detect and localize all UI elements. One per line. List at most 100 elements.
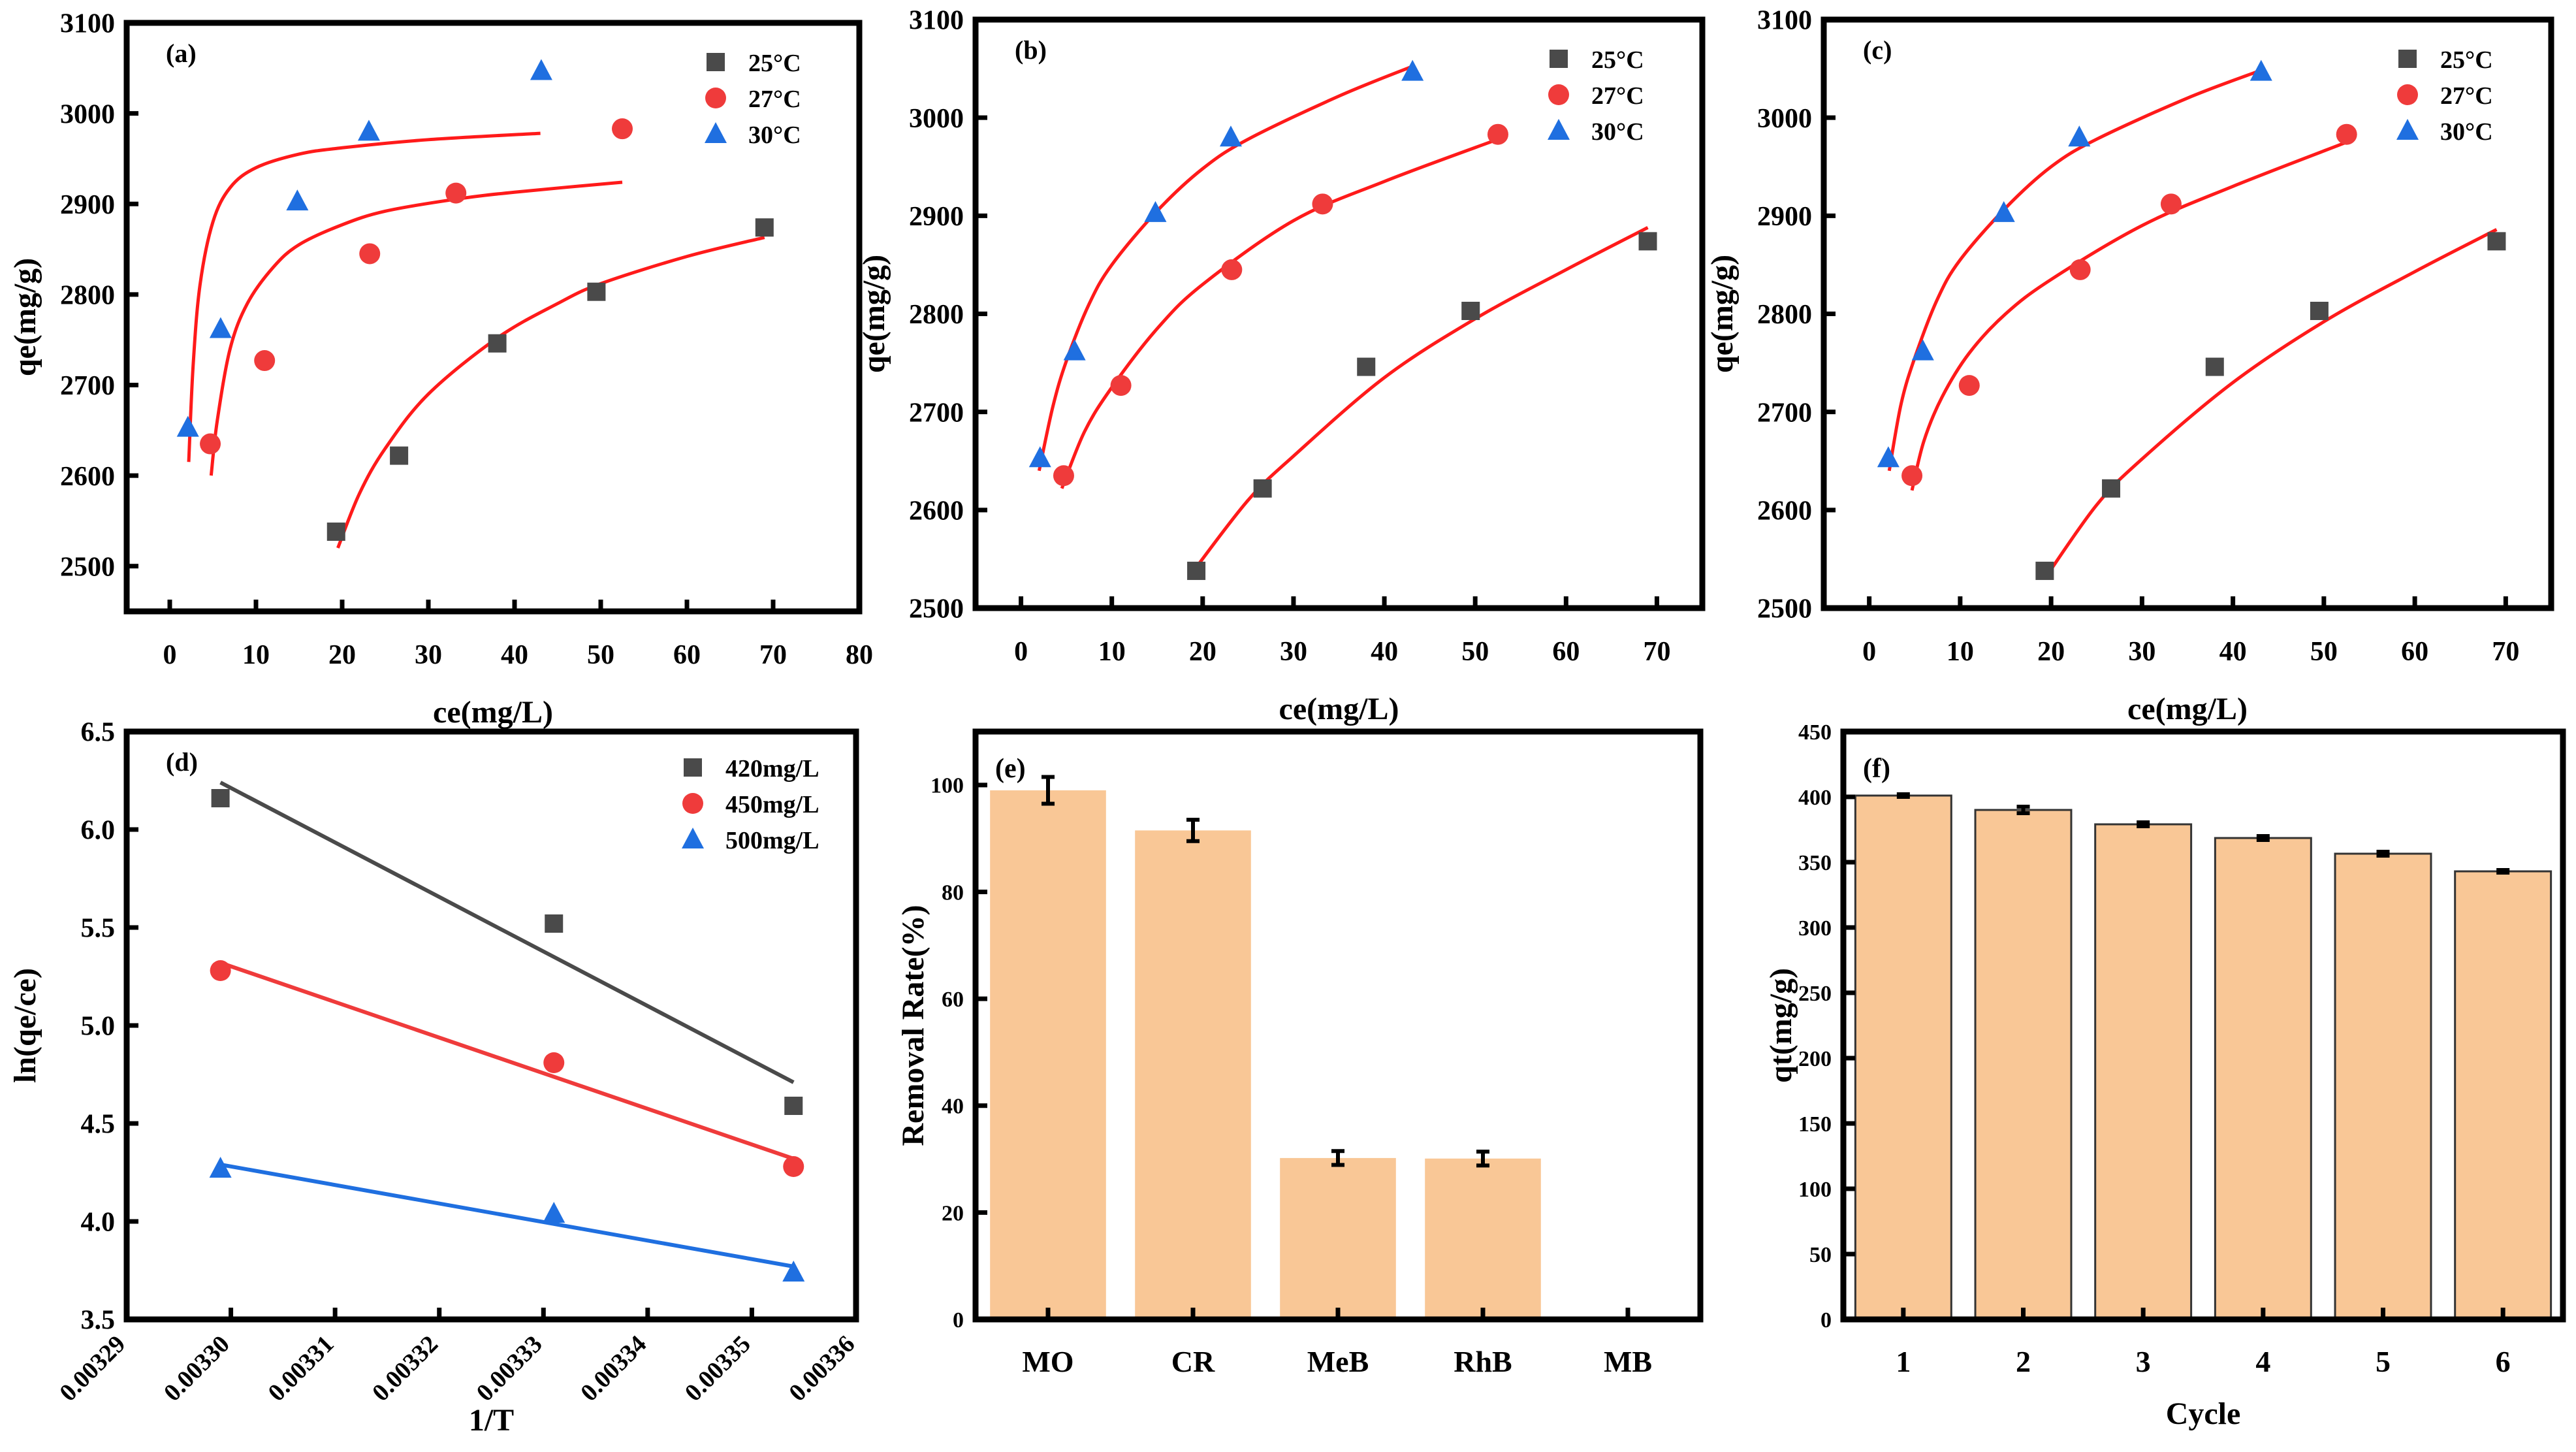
x-tick-label: 30 bbox=[1280, 637, 1307, 667]
fit-line-25°C bbox=[1192, 226, 1649, 572]
panel-label: (d) bbox=[166, 747, 198, 777]
x-tick-label: 50 bbox=[1461, 637, 1489, 667]
x-tick-label: 30 bbox=[2128, 637, 2155, 667]
x-tick-label: 60 bbox=[1552, 637, 1580, 667]
legend-marker-27°C bbox=[1548, 84, 1569, 105]
y-tick-label: 2900 bbox=[909, 202, 964, 232]
data-point-420mg/L bbox=[784, 1097, 803, 1115]
chart-panel-c: 2500 2600 2700 2800 2900 3000 3100 0 10 20 30 40 50 6… bbox=[1705, 6, 2554, 726]
panel-label: (a) bbox=[166, 39, 197, 68]
x-tick-label: 4 bbox=[2255, 1345, 2270, 1378]
x-tick-label: 2 bbox=[2016, 1345, 2031, 1378]
x-tick-label: 10 bbox=[1947, 637, 1974, 667]
bar-5 bbox=[2334, 852, 2432, 1321]
y-tick-label: 3.5 bbox=[81, 1306, 116, 1336]
y-tick-label: 150 bbox=[1798, 1112, 1832, 1137]
data-point-30°C bbox=[1877, 446, 1900, 468]
y-tick-label: 0 bbox=[953, 1308, 964, 1332]
x-tick-label: 0.00330 bbox=[159, 1331, 235, 1407]
y-tick-label: 2600 bbox=[909, 496, 964, 526]
data-point-25°C bbox=[2102, 479, 2121, 498]
error-bar-2 bbox=[2016, 805, 2030, 815]
x-tick-label: 0.00329 bbox=[54, 1331, 131, 1407]
data-point-25°C bbox=[390, 446, 409, 465]
data-point-30°C bbox=[530, 59, 552, 80]
chart-panel-e: 0 20 40 60 80 100 MO CR MeB RhB MB Removal Rate(%) (… bbox=[896, 728, 1704, 1378]
y-tick-label: 2700 bbox=[1757, 398, 1812, 428]
x-axis-label: ce(mg/L) bbox=[1279, 692, 1399, 726]
data-point-450mg/L bbox=[543, 1052, 565, 1073]
plot-frame bbox=[123, 728, 859, 1323]
x-tick-label: 50 bbox=[2310, 637, 2338, 667]
legend-marker-27°C bbox=[705, 88, 726, 108]
data-point-27°C bbox=[612, 118, 633, 140]
x-tick-label: 20 bbox=[328, 640, 356, 670]
panel-label: (f) bbox=[1863, 754, 1890, 784]
bar-1 bbox=[1854, 794, 1952, 1321]
fit-line-25°C bbox=[336, 236, 765, 549]
legend-label: 30°C bbox=[748, 121, 801, 149]
bar-MO bbox=[990, 790, 1106, 1319]
y-tick-label: 2800 bbox=[909, 300, 964, 330]
bar-3 bbox=[2094, 823, 2193, 1321]
x-tick-label: 0.00333 bbox=[471, 1331, 548, 1407]
fit-line-27°C bbox=[1910, 140, 2347, 491]
data-point-25°C bbox=[326, 523, 345, 541]
data-point-25°C bbox=[2205, 357, 2224, 376]
data-point-30°C bbox=[1144, 201, 1167, 222]
x-tick-label: 10 bbox=[1098, 637, 1126, 667]
y-tick-label: 300 bbox=[1798, 916, 1832, 941]
chart-panel-b: 2500 2600 2700 2800 2900 3000 3100 0 10 20 30 40 50 6… bbox=[857, 6, 1706, 726]
x-axis-label: ce(mg/L) bbox=[433, 695, 553, 730]
legend-label: 30°C bbox=[1591, 118, 1644, 146]
legend-marker-30°C bbox=[705, 122, 727, 143]
legend-label: 500mg/L bbox=[725, 827, 819, 854]
error-bar-RhB bbox=[1476, 1150, 1489, 1168]
legend-label: 25°C bbox=[1591, 46, 1644, 74]
y-tick-label: 0 bbox=[1821, 1308, 1832, 1332]
data-point-27°C bbox=[254, 350, 276, 372]
y-tick-label: 3000 bbox=[60, 99, 115, 129]
y-tick-label: 4.0 bbox=[81, 1208, 116, 1238]
data-point-27°C bbox=[1312, 193, 1333, 215]
data-point-500mg/L bbox=[543, 1202, 565, 1223]
error-bar-MeB bbox=[1331, 1149, 1344, 1167]
fit-line-25°C bbox=[2043, 228, 2498, 580]
error-bar-MO bbox=[1042, 775, 1055, 806]
x-tick-label: 70 bbox=[1643, 637, 1670, 667]
data-point-30°C bbox=[209, 317, 232, 338]
y-tick-label: 20 bbox=[942, 1201, 964, 1225]
error-bar-3 bbox=[2137, 820, 2150, 828]
legend-label: 27°C bbox=[1591, 82, 1644, 110]
plot-frame bbox=[1840, 728, 2566, 1323]
y-tick-label: 6.0 bbox=[81, 816, 116, 846]
y-tick-label: 3100 bbox=[909, 6, 964, 36]
y-tick-label: 3000 bbox=[909, 104, 964, 134]
fit-line-30°C bbox=[1037, 65, 1412, 472]
y-tick-label: 80 bbox=[942, 880, 964, 905]
x-tick-label: 10 bbox=[242, 640, 270, 670]
x-tick-label: 0 bbox=[1014, 637, 1028, 667]
error-bar-CR bbox=[1186, 818, 1200, 843]
data-point-500mg/L bbox=[782, 1261, 805, 1282]
data-point-30°C bbox=[1063, 339, 1086, 361]
legend-label: 25°C bbox=[748, 50, 801, 77]
x-tick-label: 0.00332 bbox=[367, 1331, 443, 1407]
bar-MeB bbox=[1280, 1157, 1396, 1319]
x-tick-label: 0.00334 bbox=[575, 1331, 652, 1407]
x-tick-label: 70 bbox=[759, 640, 787, 670]
bar-CR bbox=[1135, 830, 1251, 1319]
y-tick-label: 250 bbox=[1798, 982, 1832, 1006]
bar-6 bbox=[2454, 870, 2552, 1321]
y-tick-label: 350 bbox=[1798, 851, 1832, 875]
y-tick-label: 6.5 bbox=[81, 718, 116, 748]
y-axis-label: qe(mg/g) bbox=[8, 258, 42, 376]
y-tick-label: 2800 bbox=[1757, 300, 1812, 330]
y-axis-label: qe(mg/g) bbox=[1705, 255, 1740, 373]
data-point-25°C bbox=[488, 334, 507, 353]
data-point-25°C bbox=[755, 218, 774, 237]
y-tick-label: 2700 bbox=[60, 371, 115, 401]
x-tick-label: RhB bbox=[1454, 1345, 1512, 1378]
data-point-27°C bbox=[2069, 259, 2091, 280]
